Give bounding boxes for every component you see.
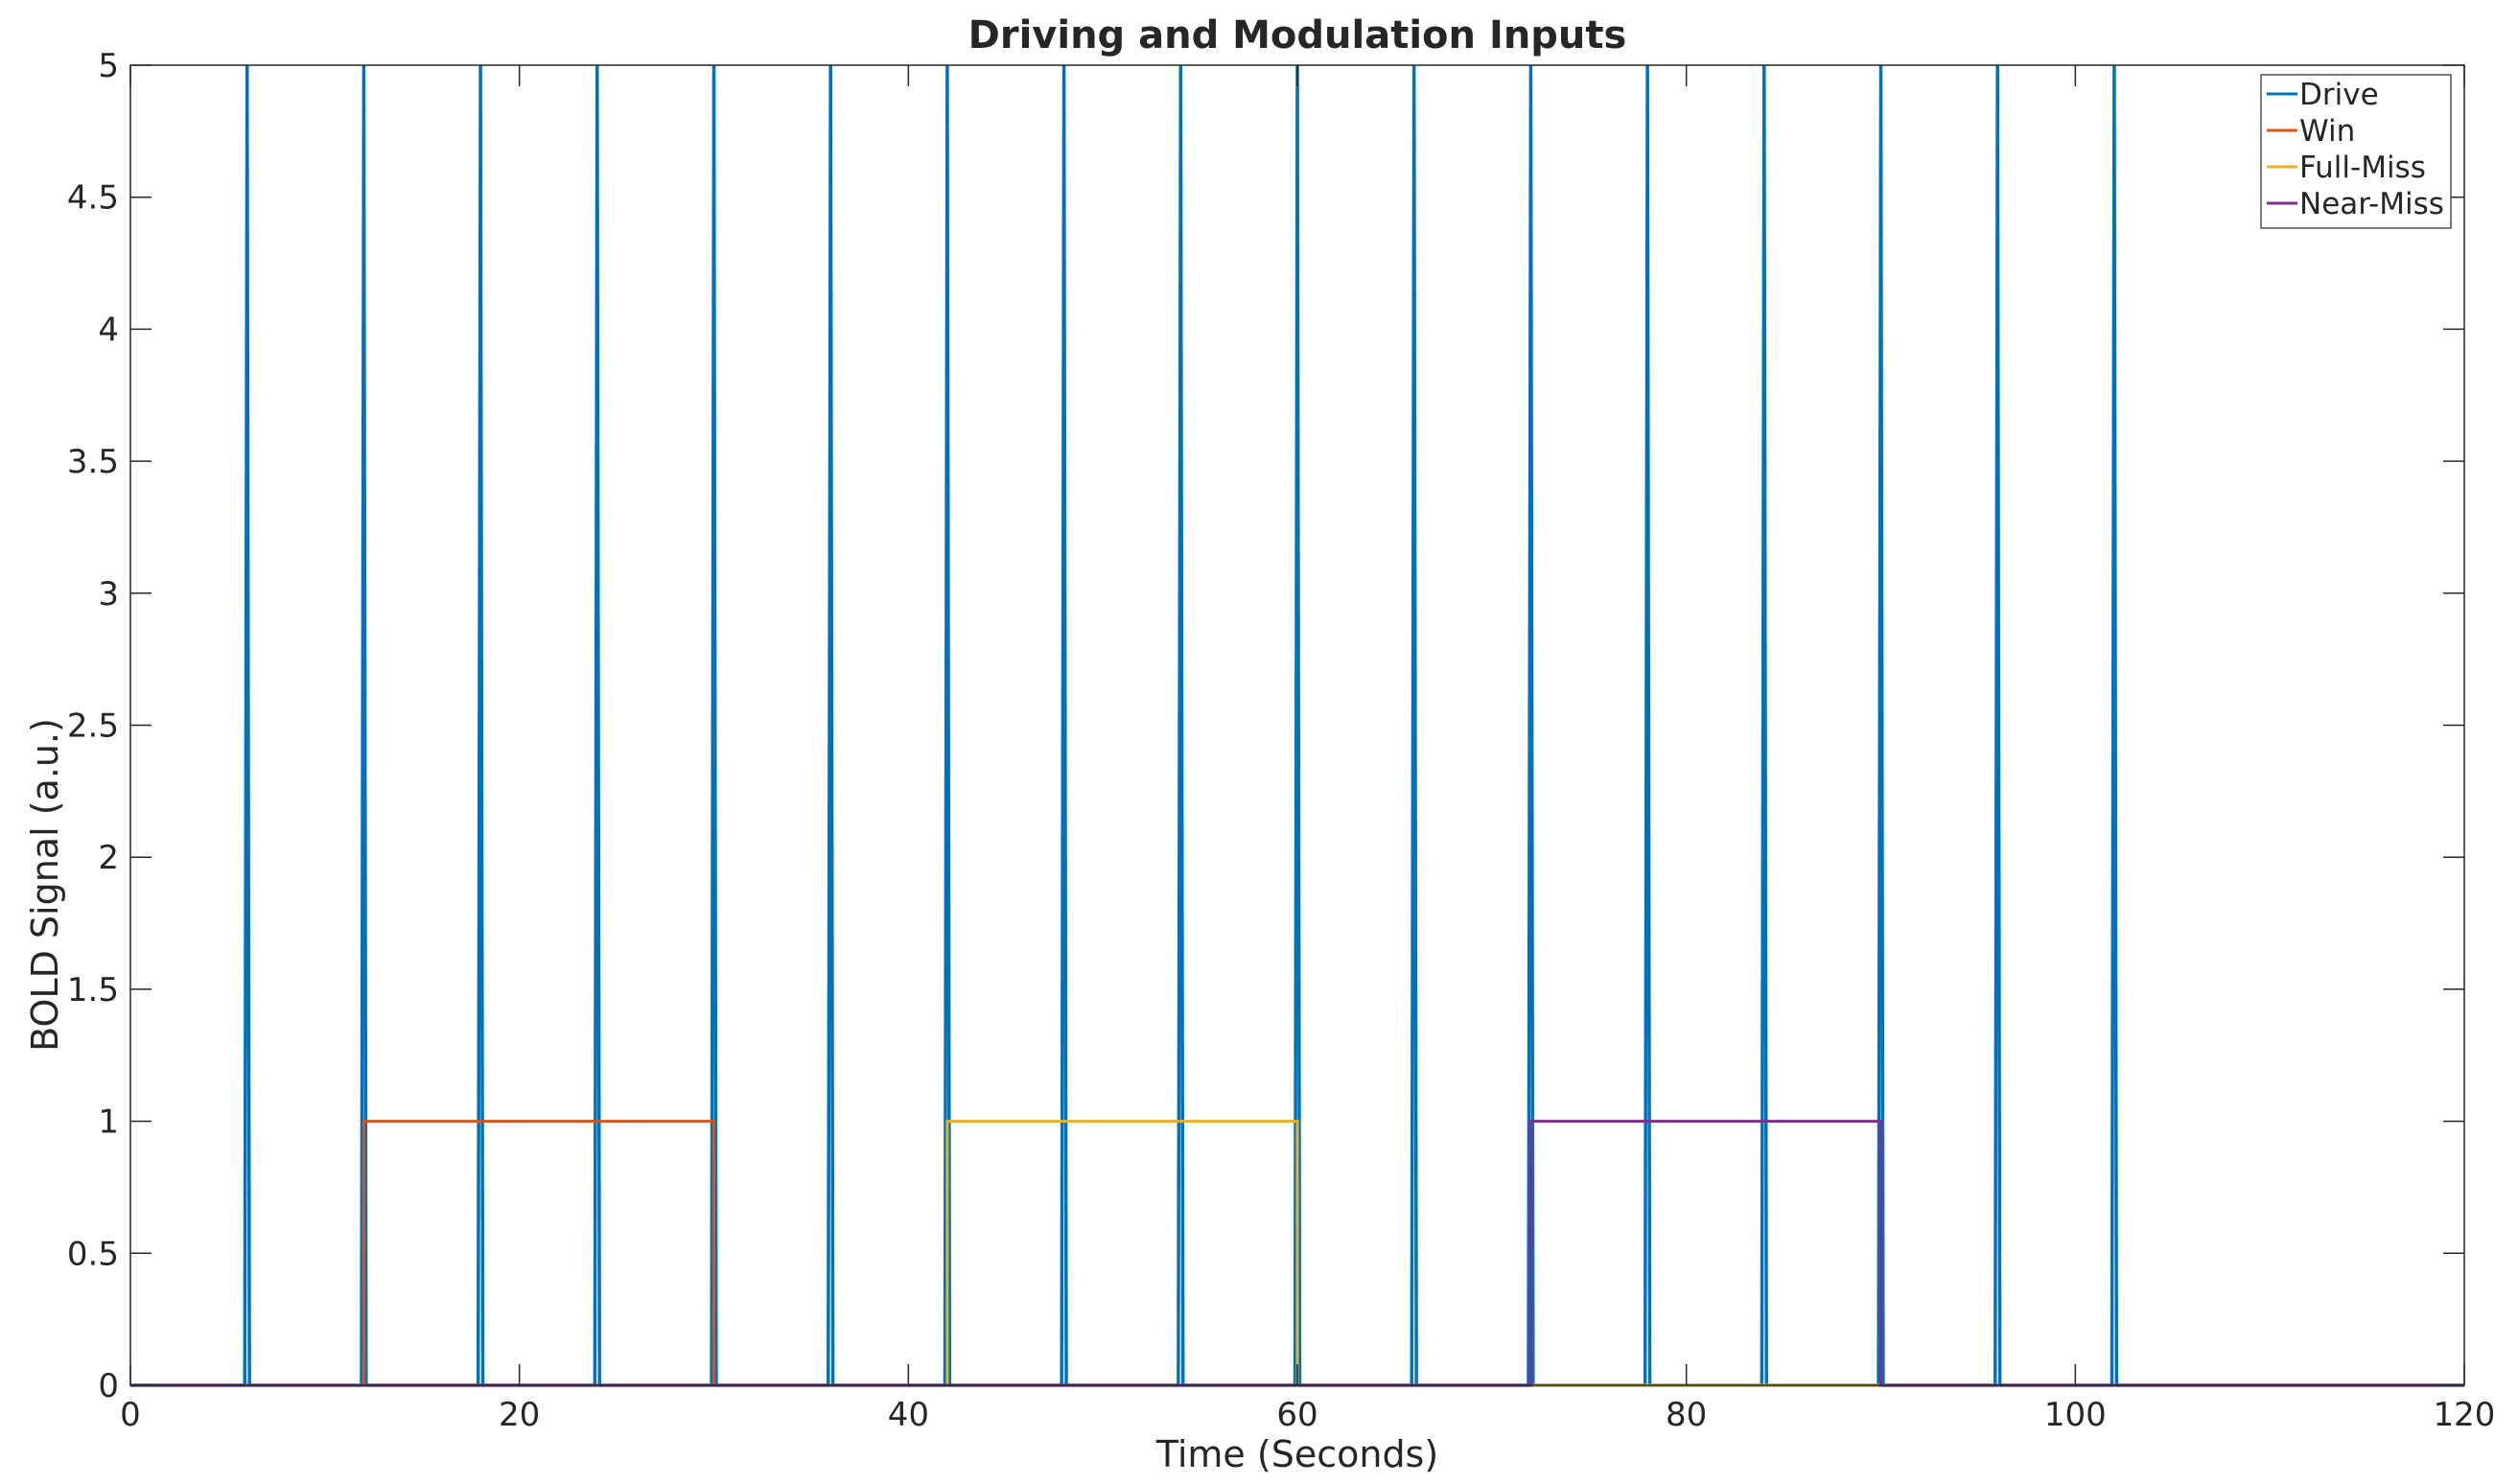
y-axis-label: BOLD Signal (a.u.) <box>24 718 66 1052</box>
y-tick-label: 3 <box>98 575 119 614</box>
chart-title: Driving and Modulation Inputs <box>968 13 1627 58</box>
y-tick-label: 1 <box>98 1103 119 1142</box>
x-tick-label: 0 <box>120 1396 141 1434</box>
y-tick-label: 0 <box>98 1367 119 1405</box>
x-tick-label: 40 <box>888 1396 929 1434</box>
y-tick-label: 3.5 <box>67 443 119 481</box>
x-tick-label: 20 <box>499 1396 540 1434</box>
y-tick-label: 2.5 <box>67 707 119 746</box>
x-tick-label: 60 <box>1276 1396 1317 1434</box>
x-tick-label: 120 <box>2434 1396 2496 1434</box>
legend-label: Win <box>2299 114 2355 149</box>
y-tick-label: 2 <box>98 839 119 877</box>
legend-label: Drive <box>2299 78 2379 112</box>
x-tick-label: 80 <box>1666 1396 1707 1434</box>
y-tick-label: 5 <box>98 47 119 85</box>
y-tick-label: 1.5 <box>67 971 119 1009</box>
y-tick-label: 4.5 <box>67 179 119 218</box>
x-axis-label: Time (Seconds) <box>1155 1433 1438 1475</box>
legend-label: Full-Miss <box>2299 151 2426 185</box>
y-tick-label: 0.5 <box>67 1235 119 1273</box>
legend-label: Near-Miss <box>2299 187 2444 221</box>
x-tick-label: 100 <box>2044 1396 2107 1434</box>
axes-layer: 0 20 40 60 80 100 120 0 0.5 1 1.5 2 2.5 3 3.5 4 4.5 5 <box>67 47 2496 1434</box>
y-tick-label: 4 <box>98 311 119 349</box>
